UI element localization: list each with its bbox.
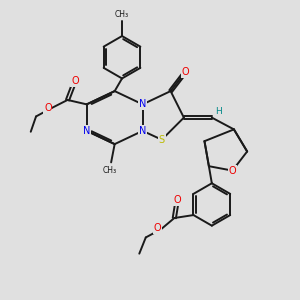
Text: N: N <box>139 99 146 110</box>
Text: O: O <box>229 166 236 176</box>
Text: H: H <box>215 107 222 116</box>
Text: S: S <box>159 135 165 145</box>
Text: O: O <box>44 103 52 113</box>
Text: N: N <box>83 126 90 136</box>
Text: CH₃: CH₃ <box>115 10 129 19</box>
Text: O: O <box>154 223 161 233</box>
Text: O: O <box>173 195 181 205</box>
Text: N: N <box>139 126 146 136</box>
Text: CH₃: CH₃ <box>103 166 117 175</box>
Text: O: O <box>182 67 189 77</box>
Text: O: O <box>71 76 79 86</box>
